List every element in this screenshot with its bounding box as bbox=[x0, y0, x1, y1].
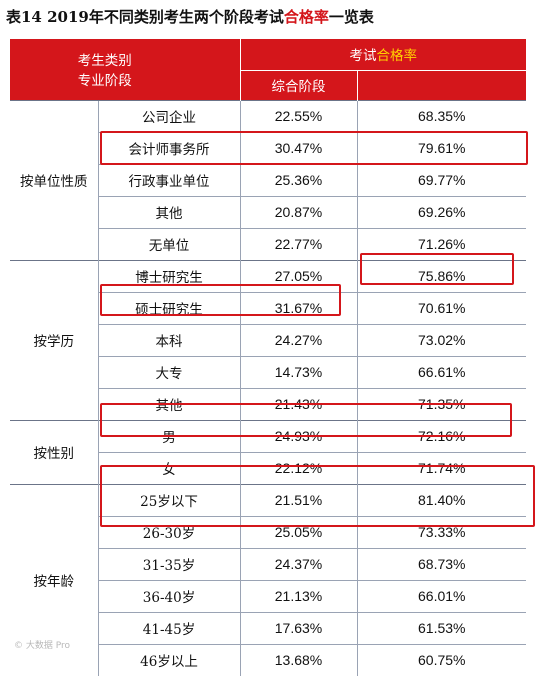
row-professional-rate: 66.01% bbox=[356, 579, 526, 612]
group-label: 按年龄 bbox=[10, 483, 98, 676]
group-label: 按性别 bbox=[10, 419, 98, 484]
row-comprehensive-rate: 31.67% bbox=[239, 291, 357, 324]
table-row: 按学历 博士研究生 27.05% 75.86% bbox=[10, 259, 526, 420]
title-highlight: 合格率 bbox=[283, 8, 329, 26]
row-comprehensive-rate: 22.12% bbox=[239, 451, 357, 484]
row-comprehensive-rate: 27.05% bbox=[239, 259, 357, 292]
table-row: 41-45岁 17.63% 61.53% bbox=[10, 611, 526, 644]
row-comprehensive-rate: 21.13% bbox=[239, 579, 357, 612]
header-exam-highlight: 合格率 bbox=[376, 48, 418, 65]
row-comprehensive-rate: 22.77% bbox=[239, 227, 357, 260]
row-comprehensive-rate: 14.73% bbox=[239, 355, 357, 388]
row-category: 31-35岁 bbox=[97, 547, 240, 580]
row-category: 女 bbox=[97, 451, 240, 484]
table-row: 本科 24.27% 73.02% bbox=[10, 323, 526, 356]
row-professional-rate: 75.86% bbox=[356, 259, 526, 292]
row-category: 46岁以上 bbox=[97, 643, 240, 676]
row-comprehensive-rate: 20.87% bbox=[239, 195, 357, 228]
group-label: 按学历 bbox=[10, 259, 98, 420]
row-professional-rate: 73.02% bbox=[356, 323, 526, 356]
table-row: 按年龄 25岁以下 21.51% 81.40% bbox=[10, 483, 526, 676]
row-category: 26-30岁 bbox=[97, 515, 240, 548]
row-professional-rate: 71.26% bbox=[356, 227, 526, 260]
row-comprehensive-rate: 22.55% bbox=[239, 99, 357, 132]
row-category: 行政事业单位 bbox=[97, 163, 240, 196]
row-professional-rate: 69.26% bbox=[356, 195, 526, 228]
row-professional-rate: 73.33% bbox=[356, 515, 526, 548]
row-category: 41-45岁 bbox=[97, 611, 240, 644]
header-professional-stage bbox=[357, 70, 526, 100]
row-comprehensive-rate: 30.47% bbox=[239, 131, 357, 164]
row-category: 本科 bbox=[97, 323, 240, 356]
row-category: 36-40岁 bbox=[97, 579, 240, 612]
row-comprehensive-rate: 24.27% bbox=[239, 323, 357, 356]
row-comprehensive-rate: 24.93% bbox=[239, 419, 357, 452]
row-category: 博士研究生 bbox=[97, 259, 240, 292]
row-category: 大专 bbox=[97, 355, 240, 388]
row-professional-rate: 71.35% bbox=[356, 387, 526, 420]
row-comprehensive-rate: 21.43% bbox=[239, 387, 357, 420]
table-header: 考生类别 专业阶段 考试合格率 综合阶段 bbox=[10, 39, 526, 100]
row-professional-rate: 72.16% bbox=[356, 419, 526, 452]
title-prefix: 表14 2019年不同类别考生两个阶段考试 bbox=[6, 8, 284, 26]
row-professional-rate: 70.61% bbox=[356, 291, 526, 324]
header-category-line1: 考生类别 bbox=[77, 53, 132, 70]
row-category: 25岁以下 bbox=[97, 483, 240, 516]
row-category: 无单位 bbox=[97, 227, 240, 260]
row-professional-rate: 68.73% bbox=[356, 547, 526, 580]
header-exam-pass-rate: 考试合格率 bbox=[240, 39, 526, 71]
row-professional-rate: 81.40% bbox=[356, 483, 526, 516]
row-category: 其他 bbox=[97, 387, 240, 420]
table-row: 26-30岁 25.05% 73.33% bbox=[10, 515, 526, 548]
table-title: 表14 2019年不同类别考生两个阶段考试合格率一览表 bbox=[6, 6, 374, 27]
row-professional-rate: 79.61% bbox=[356, 131, 526, 164]
table-row: 女 22.12% 71.74% bbox=[10, 451, 526, 484]
pass-rate-table: 考生类别 专业阶段 考试合格率 综合阶段 按单位性质 公司企业 22.55% 68.3… bbox=[10, 39, 526, 676]
table-row: 31-35岁 24.37% 68.73% bbox=[10, 547, 526, 580]
row-comprehensive-rate: 25.05% bbox=[239, 515, 357, 548]
table-row: 硕士研究生 31.67% 70.61% bbox=[10, 291, 526, 324]
table-row: 行政事业单位 25.36% 69.77% bbox=[10, 163, 526, 196]
row-professional-rate: 69.77% bbox=[356, 163, 526, 196]
row-professional-rate: 71.74% bbox=[356, 451, 526, 484]
table-row: 其他 20.87% 69.26% bbox=[10, 195, 526, 228]
watermark: © 大数据 Pro bbox=[14, 641, 70, 651]
header-category-line2: 专业阶段 bbox=[77, 73, 132, 90]
row-category: 公司企业 bbox=[97, 99, 240, 132]
row-professional-rate: 68.35% bbox=[356, 99, 526, 132]
table-row: 按性别男 24.93% 72.16% bbox=[10, 419, 526, 484]
header-exam-prefix: 考试 bbox=[349, 48, 377, 65]
table-row: 36-40岁 21.13% 66.01% bbox=[10, 579, 526, 612]
row-comprehensive-rate: 24.37% bbox=[239, 547, 357, 580]
row-category: 男 bbox=[97, 419, 240, 452]
table-row: 大专 14.73% 66.61% bbox=[10, 355, 526, 388]
row-category: 硕士研究生 bbox=[97, 291, 240, 324]
table-row: 按单位性质 公司企业 22.55% 68.35% bbox=[10, 99, 526, 260]
row-professional-rate: 66.61% bbox=[356, 355, 526, 388]
row-category: 其他 bbox=[97, 195, 240, 228]
row-professional-rate: 61.53% bbox=[356, 611, 526, 644]
row-comprehensive-rate: 25.36% bbox=[239, 163, 357, 196]
row-comprehensive-rate: 13.68% bbox=[239, 643, 357, 676]
table-body: 按单位性质 公司企业 22.55% 68.35% 会计师事务所 30.47% 79.61% 行… bbox=[10, 99, 526, 676]
header-category-cell: 考生类别 专业阶段 bbox=[10, 39, 241, 100]
header-comprehensive-stage: 综合阶段 bbox=[240, 70, 358, 100]
table-row: 会计师事务所 30.47% 79.61% bbox=[10, 131, 526, 164]
row-professional-rate: 60.75% bbox=[356, 643, 526, 676]
row-category: 会计师事务所 bbox=[97, 131, 240, 164]
row-comprehensive-rate: 17.63% bbox=[239, 611, 357, 644]
title-suffix: 一览表 bbox=[328, 8, 374, 26]
row-comprehensive-rate: 21.51% bbox=[239, 483, 357, 516]
group-label: 按单位性质 bbox=[10, 99, 98, 260]
